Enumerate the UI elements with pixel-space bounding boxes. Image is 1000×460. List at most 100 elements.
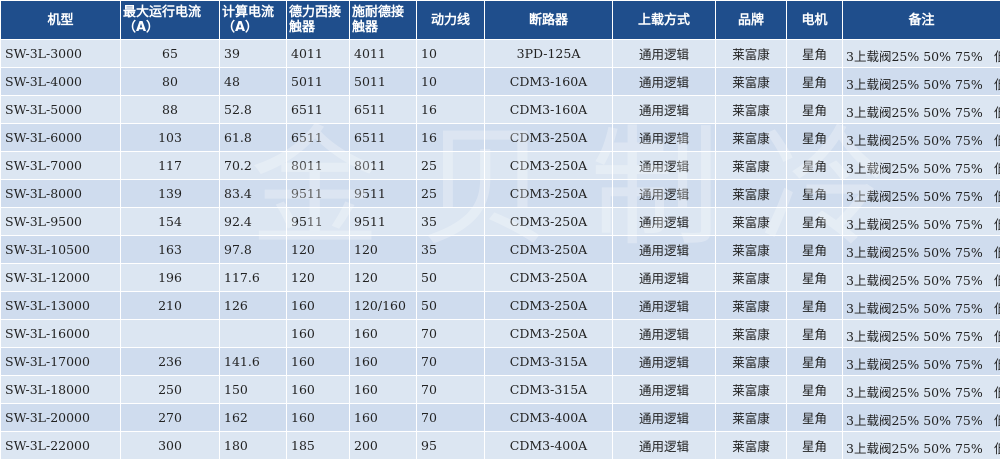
- delixi-contactor-cell: 120: [287, 264, 350, 292]
- remark-tail: 低温: [994, 410, 1000, 429]
- breaker-cell: 3PD-125A: [485, 40, 613, 68]
- motor-cell: 星角: [787, 292, 843, 320]
- model-cell: SW-3L-7000: [1, 152, 121, 180]
- remark-text: 3上载阀25% 50% 75%: [846, 438, 994, 457]
- brand-cell: 莱富康: [716, 320, 787, 348]
- delixi-contactor-cell: 8011: [287, 152, 350, 180]
- max-current-cell: 163: [121, 236, 220, 264]
- load-mode-cell: 通用逻辑: [613, 96, 716, 124]
- schneider-contactor-cell: 9511: [350, 208, 417, 236]
- remark-text: 3上载阀25% 50% 75%: [846, 186, 994, 205]
- motor-cell: 星角: [787, 376, 843, 404]
- breaker-cell: CDM3-250A: [485, 208, 613, 236]
- remark-text: 3上载阀25% 50% 75%: [846, 130, 994, 149]
- power-line-cell: 16: [417, 96, 485, 124]
- brand-cell: 莱富康: [716, 404, 787, 432]
- breaker-cell: CDM3-250A: [485, 264, 613, 292]
- load-mode-cell: 通用逻辑: [613, 264, 716, 292]
- model-cell: SW-3L-10500: [1, 236, 121, 264]
- brand-cell: 莱富康: [716, 292, 787, 320]
- remark-tail: 低温: [994, 158, 1000, 177]
- calc-current-cell: [220, 320, 287, 348]
- model-cell: SW-3L-22000: [1, 432, 121, 460]
- calc-current-cell: 141.6: [220, 348, 287, 376]
- load-mode-cell: 通用逻辑: [613, 236, 716, 264]
- motor-cell: 星角: [787, 348, 843, 376]
- brand-cell: 莱富康: [716, 432, 787, 460]
- model-cell: SW-3L-6000: [1, 124, 121, 152]
- max-current-cell: 65: [121, 40, 220, 68]
- calc-current-cell: 52.8: [220, 96, 287, 124]
- schneider-contactor-cell: 120: [350, 264, 417, 292]
- load-mode-cell: 通用逻辑: [613, 376, 716, 404]
- remark-cell: 3上载阀25% 50% 75%低温: [843, 96, 1000, 124]
- delixi-contactor-cell: 4011: [287, 40, 350, 68]
- model-cell: SW-3L-17000: [1, 348, 121, 376]
- delixi-contactor-cell: 5011: [287, 68, 350, 96]
- breaker-cell: CDM3-250A: [485, 180, 613, 208]
- calc-current-cell: 39: [220, 40, 287, 68]
- delixi-contactor-cell: 9511: [287, 208, 350, 236]
- remark-tail: 低温: [994, 214, 1000, 233]
- remark-text: 3上载阀25% 50% 75%: [846, 354, 994, 373]
- power-line-cell: 35: [417, 208, 485, 236]
- header-load-mode: 上载方式: [613, 1, 716, 40]
- brand-cell: 莱富康: [716, 124, 787, 152]
- motor-cell: 星角: [787, 68, 843, 96]
- delixi-contactor-cell: 185: [287, 432, 350, 460]
- calc-current-cell: 126: [220, 292, 287, 320]
- motor-cell: 星角: [787, 320, 843, 348]
- header-motor: 电机: [787, 1, 843, 40]
- remark-tail: 低温: [994, 242, 1000, 261]
- breaker-cell: CDM3-250A: [485, 152, 613, 180]
- load-mode-cell: 通用逻辑: [613, 432, 716, 460]
- schneider-contactor-cell: 120: [350, 236, 417, 264]
- schneider-contactor-cell: 160: [350, 320, 417, 348]
- remark-tail: 低温: [994, 354, 1000, 373]
- model-cell: SW-3L-13000: [1, 292, 121, 320]
- remark-cell: 3上载阀25% 50% 75%低温: [843, 152, 1000, 180]
- schneider-contactor-cell: 4011: [350, 40, 417, 68]
- load-mode-cell: 通用逻辑: [613, 124, 716, 152]
- calc-current-cell: 83.4: [220, 180, 287, 208]
- delixi-contactor-cell: 6511: [287, 124, 350, 152]
- header-breaker: 断路器: [485, 1, 613, 40]
- max-current-cell: 139: [121, 180, 220, 208]
- remark-tail: 低温: [994, 382, 1000, 401]
- power-line-cell: 50: [417, 264, 485, 292]
- motor-cell: 星角: [787, 40, 843, 68]
- remark-text: 3上载阀25% 50% 75%: [846, 326, 994, 345]
- power-line-cell: 10: [417, 40, 485, 68]
- model-cell: SW-3L-9500: [1, 208, 121, 236]
- remark-cell: 3上载阀25% 50% 75%低温: [843, 124, 1000, 152]
- remark-cell: 3上载阀25% 50% 75%低温: [843, 432, 1000, 460]
- power-line-cell: 35: [417, 236, 485, 264]
- max-current-cell: [121, 320, 220, 348]
- remark-cell: 3上载阀25% 50% 75%低温: [843, 292, 1000, 320]
- header-schneider-contactor: 施耐德接触器: [350, 1, 417, 40]
- max-current-cell: 210: [121, 292, 220, 320]
- remark-cell: 3上载阀25% 50% 75%低温: [843, 236, 1000, 264]
- breaker-cell: CDM3-315A: [485, 376, 613, 404]
- power-line-cell: 70: [417, 320, 485, 348]
- schneider-contactor-cell: 9511: [350, 180, 417, 208]
- header-delixi-contactor: 德力西接触器: [287, 1, 350, 40]
- remark-text: 3上载阀25% 50% 75%: [846, 270, 994, 289]
- model-cell: SW-3L-16000: [1, 320, 121, 348]
- calc-current-cell: 180: [220, 432, 287, 460]
- max-current-cell: 236: [121, 348, 220, 376]
- load-mode-cell: 通用逻辑: [613, 68, 716, 96]
- power-line-cell: 70: [417, 376, 485, 404]
- remark-text: 3上载阀25% 50% 75%: [846, 102, 994, 121]
- calc-current-cell: 48: [220, 68, 287, 96]
- power-line-cell: 70: [417, 404, 485, 432]
- max-current-cell: 270: [121, 404, 220, 432]
- schneider-contactor-cell: 6511: [350, 124, 417, 152]
